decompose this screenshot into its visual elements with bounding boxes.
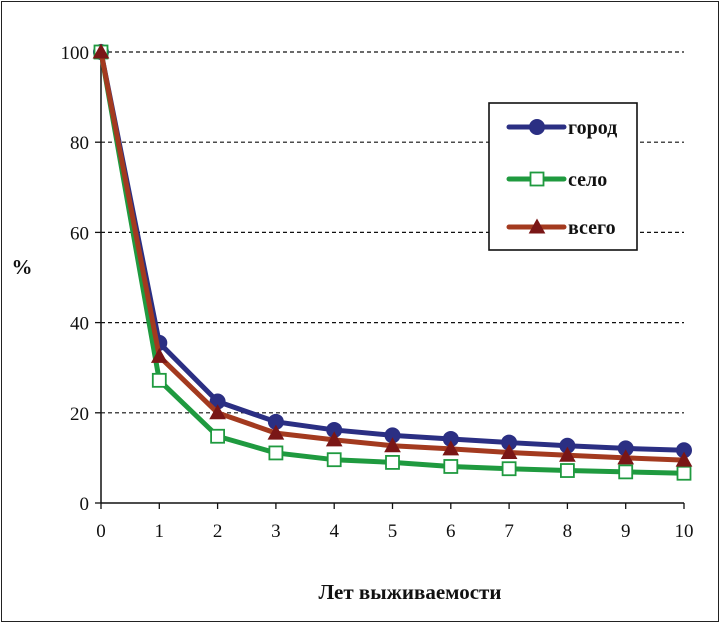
x-axis-label: Лет выживаемости (319, 580, 502, 604)
data-point-1-7 (501, 461, 517, 477)
x-tick-label-0: 0 (96, 521, 106, 542)
data-point-2-2 (209, 404, 226, 420)
data-point-1-8 (560, 463, 575, 478)
data-point-1-10 (676, 465, 692, 481)
y-tick-label-0: 0 (80, 494, 90, 515)
legend-label-1: село (568, 169, 607, 191)
data-point-2-3 (267, 424, 285, 440)
x-tick-label-7: 7 (504, 521, 514, 542)
x-tick-label-1: 1 (155, 521, 165, 542)
y-tick-label-40: 40 (70, 314, 89, 335)
data-point-2-0 (92, 43, 110, 59)
series-2 (92, 43, 693, 467)
y-tick-label-20: 20 (70, 404, 89, 425)
y-tick-label-80: 80 (70, 133, 89, 154)
legend: город село всего (488, 102, 638, 251)
data-point-1-1 (151, 372, 167, 388)
data-point-2-6 (442, 440, 460, 456)
legend-marker-2 (528, 218, 546, 234)
legend-label-2: всего (568, 217, 616, 239)
data-point-2-8 (559, 446, 576, 462)
data-point-1-9 (618, 464, 634, 480)
x-tick-label-6: 6 (446, 521, 456, 542)
x-tick-label-2: 2 (213, 521, 223, 542)
y-axis-label: % (12, 255, 33, 279)
data-point-1-3 (268, 445, 284, 461)
x-tick-labels: 0 1 2 3 4 5 6 7 8 9 10 (96, 521, 693, 542)
y-tick-label-60: 60 (70, 223, 89, 244)
data-point-1-5 (385, 455, 400, 470)
x-tick-label-4: 4 (329, 521, 339, 542)
data-point-2-9 (617, 449, 635, 465)
data-point-1-2 (210, 428, 226, 444)
data-point-1-6 (443, 459, 459, 474)
x-tick-label-9: 9 (621, 521, 631, 542)
y-tick-label-100: 100 (61, 43, 90, 64)
x-tick-label-10: 10 (675, 521, 694, 542)
x-tick-label-5: 5 (388, 521, 398, 542)
data-point-2-7 (500, 443, 518, 459)
data-point-1-4 (326, 452, 342, 468)
legend-label-0: город (568, 117, 617, 139)
data-point-2-1 (150, 347, 168, 363)
y-tick-labels: 0 20 40 60 80 100 (61, 43, 90, 515)
data-point-2-4 (325, 431, 343, 447)
data-point-2-5 (384, 437, 401, 453)
x-tick-label-8: 8 (563, 521, 573, 542)
data-point-2-10 (675, 451, 693, 467)
series-lines (92, 43, 693, 481)
legend-marker-1 (529, 171, 545, 187)
legend-marker-0 (529, 119, 545, 135)
x-tick-label-3: 3 (271, 521, 281, 542)
